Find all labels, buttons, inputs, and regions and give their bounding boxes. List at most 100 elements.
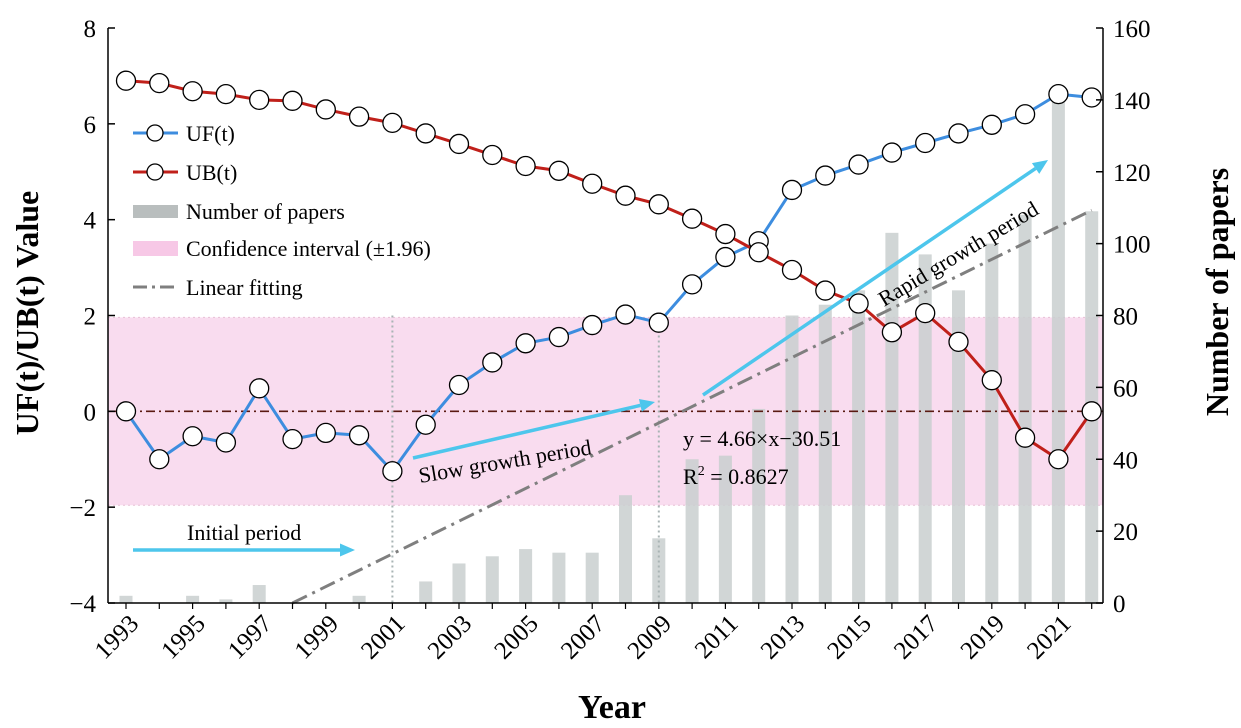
ub-point-2010 (681, 208, 703, 229)
x-tick-label-2021: 2021 (1022, 610, 1076, 664)
slow-growth-arrow-shaft (412, 403, 641, 460)
paper-bar-2005 (519, 549, 533, 603)
x-tick-label-2019: 2019 (956, 610, 1010, 664)
uf-point-2007 (582, 314, 603, 336)
uf-point-2003 (448, 374, 470, 396)
legend-item-fit: Linear fitting (133, 275, 303, 300)
right-tick-label-8: 160 (1113, 16, 1151, 43)
uf-point-2011 (715, 246, 736, 268)
uf-point-1994 (149, 449, 170, 470)
paper-bar-2010 (685, 459, 699, 603)
right-tick-label-5: 100 (1113, 232, 1151, 259)
paper-bar-2002 (419, 581, 433, 603)
x-tick-label-1999: 1999 (290, 610, 344, 664)
paper-bar-2011 (718, 455, 732, 603)
uf-point-1997 (249, 378, 270, 399)
ub-point-2005 (515, 155, 536, 177)
legend-fit-label: Linear fitting (186, 275, 303, 300)
paper-bar-2021 (1051, 96, 1065, 603)
right-tick-label-2: 40 (1113, 447, 1138, 474)
uf-point-2008 (615, 304, 636, 325)
uf-point-2020 (1014, 104, 1036, 125)
paper-bar-1997 (252, 585, 266, 603)
r-squared-label: R2 = 0.8627 (683, 464, 789, 489)
linear-fit-line (291, 208, 1093, 605)
ub-point-2018 (948, 331, 969, 353)
uf-point-1995 (182, 426, 203, 447)
legend-item-papers: Number of papers (133, 199, 345, 224)
x-tick-label-1993: 1993 (90, 610, 144, 664)
x-tick-label-2015: 2015 (822, 610, 876, 664)
legend-ub-label: UB(t) (186, 160, 237, 185)
left-tick-label-0: −4 (69, 591, 96, 618)
legend-ci-swatch (133, 241, 178, 256)
x-tick-label-2009: 2009 (623, 610, 677, 664)
uf-point-2017 (915, 132, 936, 154)
series-points-layer (115, 70, 1102, 482)
left-tick-label-2: 0 (84, 399, 97, 426)
paper-bar-1993 (119, 595, 133, 603)
uf-point-1999 (315, 422, 336, 444)
legend-papers-label: Number of papers (186, 199, 345, 224)
right-tick-label-0: 0 (1113, 591, 1126, 618)
ub-point-2000 (348, 106, 370, 127)
legend-ci-label: Confidence interval (±1.96) (186, 236, 431, 261)
ub-point-2013 (781, 259, 803, 281)
paper-bar-2017 (918, 254, 932, 603)
legend-uf-marker (146, 124, 164, 142)
paper-bar-2013 (785, 315, 799, 603)
ub-point-2007 (582, 173, 603, 194)
uf-point-1996 (215, 432, 237, 453)
ub-point-2011 (715, 223, 736, 245)
paper-bar-2015 (852, 290, 866, 603)
uf-point-2019 (981, 114, 1002, 135)
uf-point-2002 (415, 414, 436, 435)
left-tick-label-6: 8 (84, 16, 97, 43)
right-tick-label-3: 60 (1113, 375, 1138, 402)
uf-point-2022 (1081, 87, 1102, 108)
paper-bar-2018 (952, 290, 965, 603)
uf-point-2018 (948, 123, 969, 144)
right-tick-label-4: 80 (1113, 304, 1138, 331)
paper-bar-2012 (752, 408, 766, 603)
x-tick-label-2013: 2013 (756, 610, 810, 664)
ub-point-2014 (815, 280, 836, 301)
right-axis-title: Number of papers (1199, 168, 1235, 416)
initial-period-arrow-head (340, 543, 355, 557)
linear-fit-layer (291, 208, 1093, 605)
ub-point-1997 (249, 89, 270, 111)
x-tick-label-2001: 2001 (356, 610, 410, 664)
equation-label: y = 4.66×x−30.51 (683, 426, 841, 451)
uf-point-2005 (515, 333, 536, 354)
ub-point-2016 (881, 322, 903, 343)
uf-point-2021 (1048, 83, 1069, 105)
uf-point-2006 (548, 326, 570, 348)
uf-point-1998 (282, 428, 303, 450)
ub-point-2020 (1014, 427, 1036, 448)
x-tick-label-1997: 1997 (223, 610, 277, 664)
left-axis-title: UF(t)/UB(t) Value (9, 191, 45, 435)
ub-point-1999 (315, 99, 336, 120)
ub-point-2002 (415, 123, 436, 144)
ub-point-2001 (382, 112, 403, 134)
uf-point-2004 (482, 352, 503, 373)
legend-uf-label: UF(t) (186, 121, 235, 146)
r-squared-superscript: 2 (698, 464, 705, 479)
paper-bar-2019 (985, 243, 999, 603)
x-tick-label-2007: 2007 (556, 610, 610, 664)
paper-bar-2000 (352, 595, 366, 603)
ub-point-2008 (615, 185, 636, 206)
uf-point-2000 (348, 425, 370, 446)
x-tick-label-2017: 2017 (889, 610, 943, 664)
period-arrows-layer (133, 160, 1048, 557)
left-tick-label-1: −2 (69, 495, 96, 522)
paper-bar-1996 (219, 599, 233, 603)
ub-point-2003 (448, 133, 470, 155)
uf-point-2001 (382, 461, 403, 482)
ub-point-1996 (215, 83, 237, 105)
x-tick-label-2011: 2011 (690, 610, 744, 664)
x-tick-label-2005: 2005 (489, 610, 543, 664)
ub-point-2012 (748, 242, 769, 263)
rapid-growth-arrow-head (1031, 160, 1048, 174)
